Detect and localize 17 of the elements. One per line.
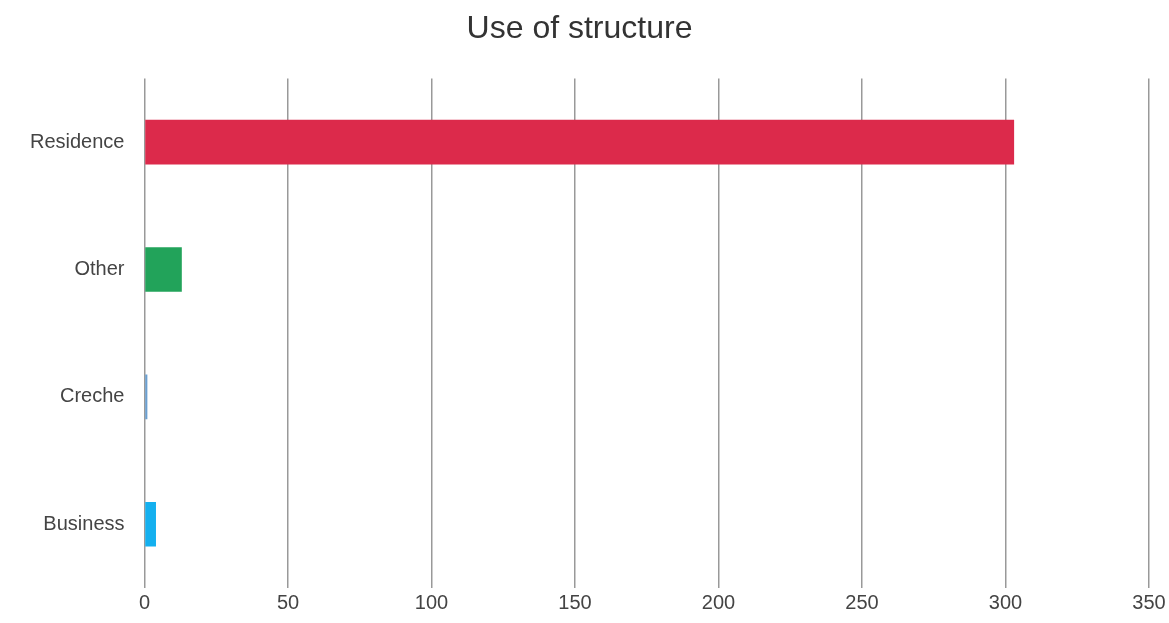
x-tick-label: 250 bbox=[845, 590, 879, 613]
x-tick-label: 200 bbox=[701, 590, 736, 613]
x-tick-label: 150 bbox=[558, 590, 592, 613]
y-tick-label: Residence bbox=[29, 129, 125, 152]
x-tick-label: 50 bbox=[276, 590, 300, 613]
bar bbox=[145, 247, 182, 292]
x-tick-label: 350 bbox=[1132, 590, 1166, 613]
bar bbox=[145, 119, 1015, 165]
x-tick-label: 300 bbox=[988, 590, 1023, 613]
y-tick-label: Creche bbox=[60, 384, 125, 407]
bar bbox=[145, 374, 148, 420]
x-tick-label: 100 bbox=[414, 590, 449, 613]
y-tick-label: Other bbox=[74, 257, 125, 280]
chart-title: Use of structure bbox=[466, 9, 693, 46]
y-tick-label: Business bbox=[43, 511, 125, 534]
bar bbox=[145, 502, 156, 547]
x-tick-label: 0 bbox=[138, 590, 151, 613]
